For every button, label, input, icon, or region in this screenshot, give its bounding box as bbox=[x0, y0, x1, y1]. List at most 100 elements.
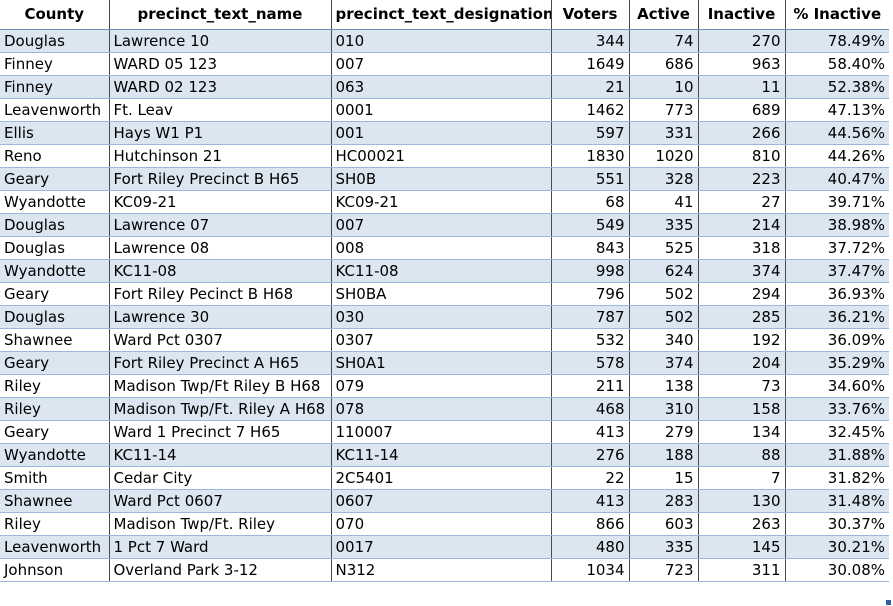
cell-active[interactable]: 331 bbox=[629, 121, 699, 145]
cell-percent-inactive[interactable]: 33.76% bbox=[785, 397, 889, 421]
cell-active[interactable]: 686 bbox=[629, 52, 699, 76]
cell-county[interactable]: Riley bbox=[0, 397, 110, 421]
cell-voters[interactable]: 578 bbox=[551, 351, 630, 375]
cell-precinct-designation[interactable]: 063 bbox=[331, 75, 552, 99]
cell-voters[interactable]: 597 bbox=[551, 121, 630, 145]
cell-voters[interactable]: 787 bbox=[551, 305, 630, 329]
header-active[interactable]: Active bbox=[629, 0, 699, 30]
cell-precinct-designation[interactable]: 070 bbox=[331, 512, 552, 536]
cell-inactive[interactable]: 963 bbox=[698, 52, 786, 76]
cell-precinct-name[interactable]: Ft. Leav bbox=[109, 98, 332, 122]
cell-precinct-name[interactable]: Madison Twp/Ft Riley B H68 bbox=[109, 374, 332, 398]
cell-precinct-name[interactable]: Fort Riley Precinct A H65 bbox=[109, 351, 332, 375]
cell-precinct-name[interactable]: Ward Pct 0607 bbox=[109, 489, 332, 513]
cell-inactive[interactable]: 266 bbox=[698, 121, 786, 145]
cell-percent-inactive[interactable]: 52.38% bbox=[785, 75, 889, 99]
cell-active[interactable]: 188 bbox=[629, 443, 699, 467]
cell-percent-inactive[interactable]: 36.21% bbox=[785, 305, 889, 329]
cell-precinct-designation[interactable]: KC11-08 bbox=[331, 259, 552, 283]
cell-county[interactable]: Leavenworth bbox=[0, 535, 110, 559]
cell-voters[interactable]: 480 bbox=[551, 535, 630, 559]
cell-voters[interactable]: 413 bbox=[551, 489, 630, 513]
cell-inactive[interactable]: 311 bbox=[698, 558, 786, 582]
cell-percent-inactive[interactable]: 31.88% bbox=[785, 443, 889, 467]
cell-county[interactable]: Wyandotte bbox=[0, 443, 110, 467]
cell-precinct-designation[interactable]: 2C5401 bbox=[331, 466, 552, 490]
cell-precinct-designation[interactable]: 0001 bbox=[331, 98, 552, 122]
cell-active[interactable]: 340 bbox=[629, 328, 699, 352]
header-county[interactable]: County bbox=[0, 0, 110, 30]
cell-percent-inactive[interactable]: 78.49% bbox=[785, 29, 889, 53]
cell-percent-inactive[interactable]: 37.72% bbox=[785, 236, 889, 260]
cell-precinct-name[interactable]: KC09-21 bbox=[109, 190, 332, 214]
cell-precinct-designation[interactable]: 007 bbox=[331, 52, 552, 76]
cell-county[interactable]: Douglas bbox=[0, 236, 110, 260]
cell-percent-inactive[interactable]: 38.98% bbox=[785, 213, 889, 237]
cell-precinct-designation[interactable]: 007 bbox=[331, 213, 552, 237]
cell-inactive[interactable]: 27 bbox=[698, 190, 786, 214]
cell-inactive[interactable]: 204 bbox=[698, 351, 786, 375]
cell-precinct-designation[interactable]: 078 bbox=[331, 397, 552, 421]
cell-county[interactable]: Geary bbox=[0, 420, 110, 444]
cell-precinct-name[interactable]: WARD 05 123 bbox=[109, 52, 332, 76]
cell-precinct-name[interactable]: 1 Pct 7 Ward bbox=[109, 535, 332, 559]
cell-voters[interactable]: 21 bbox=[551, 75, 630, 99]
cell-precinct-designation[interactable]: 030 bbox=[331, 305, 552, 329]
cell-active[interactable]: 41 bbox=[629, 190, 699, 214]
cell-inactive[interactable]: 73 bbox=[698, 374, 786, 398]
cell-inactive[interactable]: 263 bbox=[698, 512, 786, 536]
cell-inactive[interactable]: 374 bbox=[698, 259, 786, 283]
cell-precinct-name[interactable]: Madison Twp/Ft. Riley bbox=[109, 512, 332, 536]
cell-percent-inactive[interactable]: 30.08% bbox=[785, 558, 889, 582]
cell-voters[interactable]: 1649 bbox=[551, 52, 630, 76]
cell-voters[interactable]: 1830 bbox=[551, 144, 630, 168]
cell-voters[interactable]: 22 bbox=[551, 466, 630, 490]
cell-county[interactable]: Shawnee bbox=[0, 489, 110, 513]
cell-inactive[interactable]: 11 bbox=[698, 75, 786, 99]
cell-precinct-name[interactable]: Ward Pct 0307 bbox=[109, 328, 332, 352]
cell-precinct-name[interactable]: Fort Riley Precinct B H65 bbox=[109, 167, 332, 191]
cell-percent-inactive[interactable]: 44.26% bbox=[785, 144, 889, 168]
cell-active[interactable]: 603 bbox=[629, 512, 699, 536]
header-inactive[interactable]: Inactive bbox=[698, 0, 786, 30]
cell-percent-inactive[interactable]: 40.47% bbox=[785, 167, 889, 191]
cell-inactive[interactable]: 223 bbox=[698, 167, 786, 191]
cell-voters[interactable]: 344 bbox=[551, 29, 630, 53]
cell-percent-inactive[interactable]: 34.60% bbox=[785, 374, 889, 398]
cell-precinct-name[interactable]: KC11-08 bbox=[109, 259, 332, 283]
cell-inactive[interactable]: 134 bbox=[698, 420, 786, 444]
cell-county[interactable]: Riley bbox=[0, 512, 110, 536]
cell-precinct-designation[interactable]: HC00021 bbox=[331, 144, 552, 168]
cell-precinct-name[interactable]: Hutchinson 21 bbox=[109, 144, 332, 168]
cell-active[interactable]: 138 bbox=[629, 374, 699, 398]
cell-inactive[interactable]: 158 bbox=[698, 397, 786, 421]
cell-active[interactable]: 310 bbox=[629, 397, 699, 421]
cell-inactive[interactable]: 7 bbox=[698, 466, 786, 490]
cell-percent-inactive[interactable]: 39.71% bbox=[785, 190, 889, 214]
cell-precinct-designation[interactable]: 0017 bbox=[331, 535, 552, 559]
cell-county[interactable]: Finney bbox=[0, 52, 110, 76]
cell-precinct-designation[interactable]: SH0BA bbox=[331, 282, 552, 306]
cell-active[interactable]: 1020 bbox=[629, 144, 699, 168]
cell-inactive[interactable]: 88 bbox=[698, 443, 786, 467]
cell-precinct-name[interactable]: Lawrence 07 bbox=[109, 213, 332, 237]
cell-active[interactable]: 15 bbox=[629, 466, 699, 490]
cell-precinct-designation[interactable]: SH0A1 bbox=[331, 351, 552, 375]
cell-active[interactable]: 328 bbox=[629, 167, 699, 191]
cell-precinct-name[interactable]: WARD 02 123 bbox=[109, 75, 332, 99]
cell-county[interactable]: Smith bbox=[0, 466, 110, 490]
cell-precinct-name[interactable]: Madison Twp/Ft. Riley A H68 bbox=[109, 397, 332, 421]
cell-voters[interactable]: 413 bbox=[551, 420, 630, 444]
cell-precinct-name[interactable]: Lawrence 10 bbox=[109, 29, 332, 53]
cell-precinct-name[interactable]: Lawrence 08 bbox=[109, 236, 332, 260]
cell-active[interactable]: 773 bbox=[629, 98, 699, 122]
cell-voters[interactable]: 866 bbox=[551, 512, 630, 536]
cell-active[interactable]: 723 bbox=[629, 558, 699, 582]
cell-county[interactable]: Douglas bbox=[0, 305, 110, 329]
cell-precinct-name[interactable]: Overland Park 3-12 bbox=[109, 558, 332, 582]
cell-precinct-designation[interactable]: 110007 bbox=[331, 420, 552, 444]
cell-percent-inactive[interactable]: 31.82% bbox=[785, 466, 889, 490]
cell-voters[interactable]: 998 bbox=[551, 259, 630, 283]
cell-inactive[interactable]: 318 bbox=[698, 236, 786, 260]
cell-voters[interactable]: 551 bbox=[551, 167, 630, 191]
